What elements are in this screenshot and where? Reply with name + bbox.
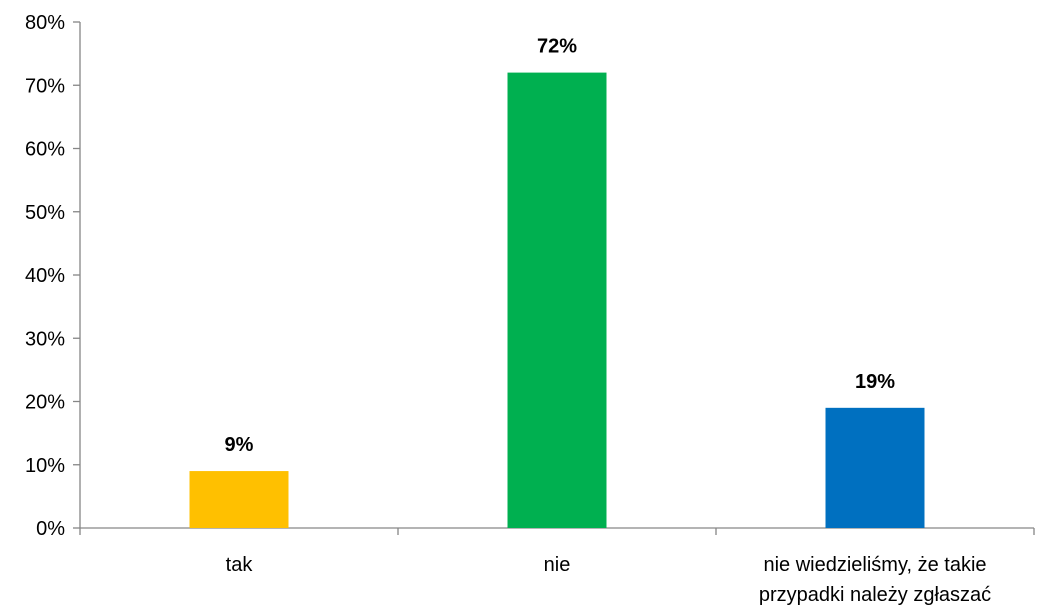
data-labels: 9% 72% 19% (225, 36, 896, 456)
y-tick-label: 20% (25, 392, 65, 414)
bar (507, 72, 607, 528)
y-tick-label: 10% (25, 455, 65, 477)
y-axis: 0% 10% 20% 30% 40% 50% 60% 70% 80% (25, 12, 81, 540)
y-tick-label: 30% (25, 328, 65, 350)
y-tick-label: 60% (25, 139, 65, 161)
y-tick-label: 40% (25, 265, 65, 287)
data-label: 9% (225, 434, 254, 456)
category-labels: tak nie nie wiedzieliśmy, że takie przypadk… (226, 554, 992, 606)
bars (189, 72, 925, 528)
bar (189, 471, 289, 528)
y-tick-label: 80% (25, 12, 65, 34)
bar (825, 407, 925, 528)
x-category-label: nie wiedzieliśmy, że takie (763, 554, 986, 576)
y-tick-label: 50% (25, 202, 65, 224)
y-tick-label: 70% (25, 75, 65, 97)
x-category-label: tak (226, 554, 254, 576)
x-category-label: nie (544, 554, 571, 576)
data-label: 19% (855, 371, 895, 393)
data-label: 72% (537, 36, 577, 58)
x-axis (79, 527, 1035, 535)
x-category-label: przypadki należy zgłaszać (759, 584, 991, 606)
y-tick-label: 0% (36, 518, 65, 540)
